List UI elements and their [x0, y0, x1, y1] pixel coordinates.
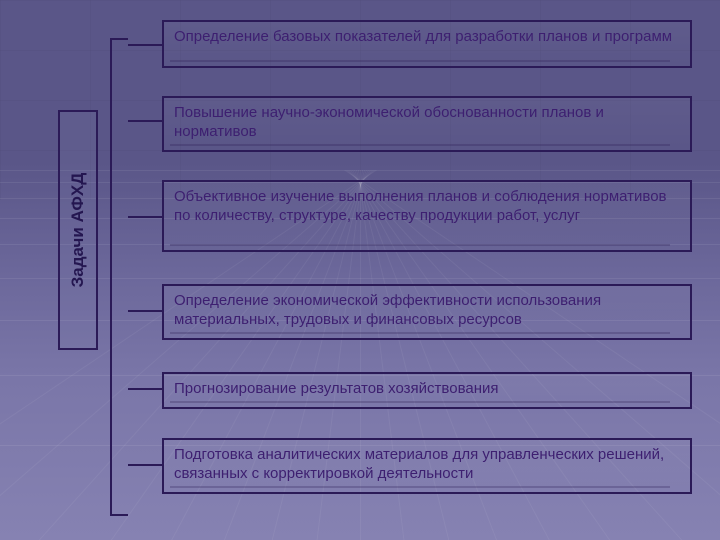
- diagram-root: Задачи АФХД Определение базовых показате…: [0, 0, 720, 540]
- task-box: Объективное изучение выполнения планов и…: [162, 180, 692, 252]
- box-inner-underline: [170, 244, 670, 246]
- task-box: Подготовка аналитических материалов для …: [162, 438, 692, 494]
- task-box: Повышение научно-экономической обоснован…: [162, 96, 692, 152]
- bracket-connector: [128, 216, 162, 218]
- category-label-box: Задачи АФХД: [58, 110, 98, 350]
- box-inner-underline: [170, 401, 670, 403]
- box-inner-underline: [170, 60, 670, 62]
- tree-bracket: [110, 38, 128, 516]
- bracket-connector: [128, 44, 162, 46]
- task-box-text: Определение базовых показателей для разр…: [174, 28, 672, 45]
- task-box-text: Подготовка аналитических материалов для …: [174, 446, 664, 482]
- box-inner-underline: [170, 144, 670, 146]
- bracket-connector: [128, 388, 162, 390]
- task-box: Определение базовых показателей для разр…: [162, 20, 692, 68]
- task-box: Прогнозирование результатов хозяйствован…: [162, 372, 692, 409]
- box-inner-underline: [170, 332, 670, 334]
- task-box-text: Повышение научно-экономической обоснован…: [174, 104, 604, 140]
- task-box-text: Прогнозирование результатов хозяйствован…: [174, 380, 499, 397]
- task-box-text: Объективное изучение выполнения планов и…: [174, 188, 667, 224]
- task-box-text: Определение экономической эффективности …: [174, 292, 601, 328]
- bracket-connector: [128, 120, 162, 122]
- box-inner-underline: [170, 486, 670, 488]
- bracket-connector: [128, 310, 162, 312]
- task-box: Определение экономической эффективности …: [162, 284, 692, 340]
- bracket-connector: [128, 464, 162, 466]
- category-label-text: Задачи АФХД: [68, 173, 88, 288]
